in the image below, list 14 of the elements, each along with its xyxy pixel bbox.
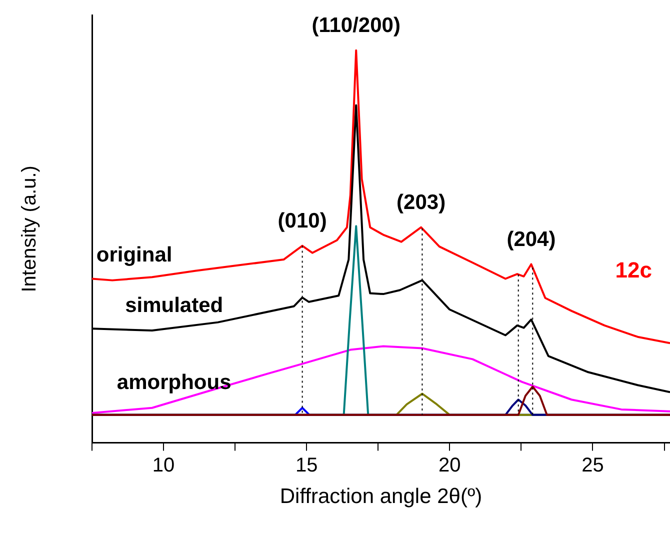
annotation: (010) [278,210,327,233]
series-label: simulated [125,294,224,317]
series-label: original [96,244,172,267]
annotation: 12c [615,258,652,283]
x-axis-title: Diffraction angle 2θ(º) [280,485,482,508]
annotation: (204) [506,228,556,252]
x-tick-label: 20 [438,454,461,476]
x-tick-label: 25 [582,454,604,476]
y-axis-title: Intensity (a.u.) [18,166,41,292]
x-tick-label: 15 [295,454,318,476]
x-tick-label: 10 [152,454,175,476]
series-label: amorphous [116,371,232,394]
annotation: (203) [396,191,446,214]
annotation: (110/200) [312,14,400,38]
